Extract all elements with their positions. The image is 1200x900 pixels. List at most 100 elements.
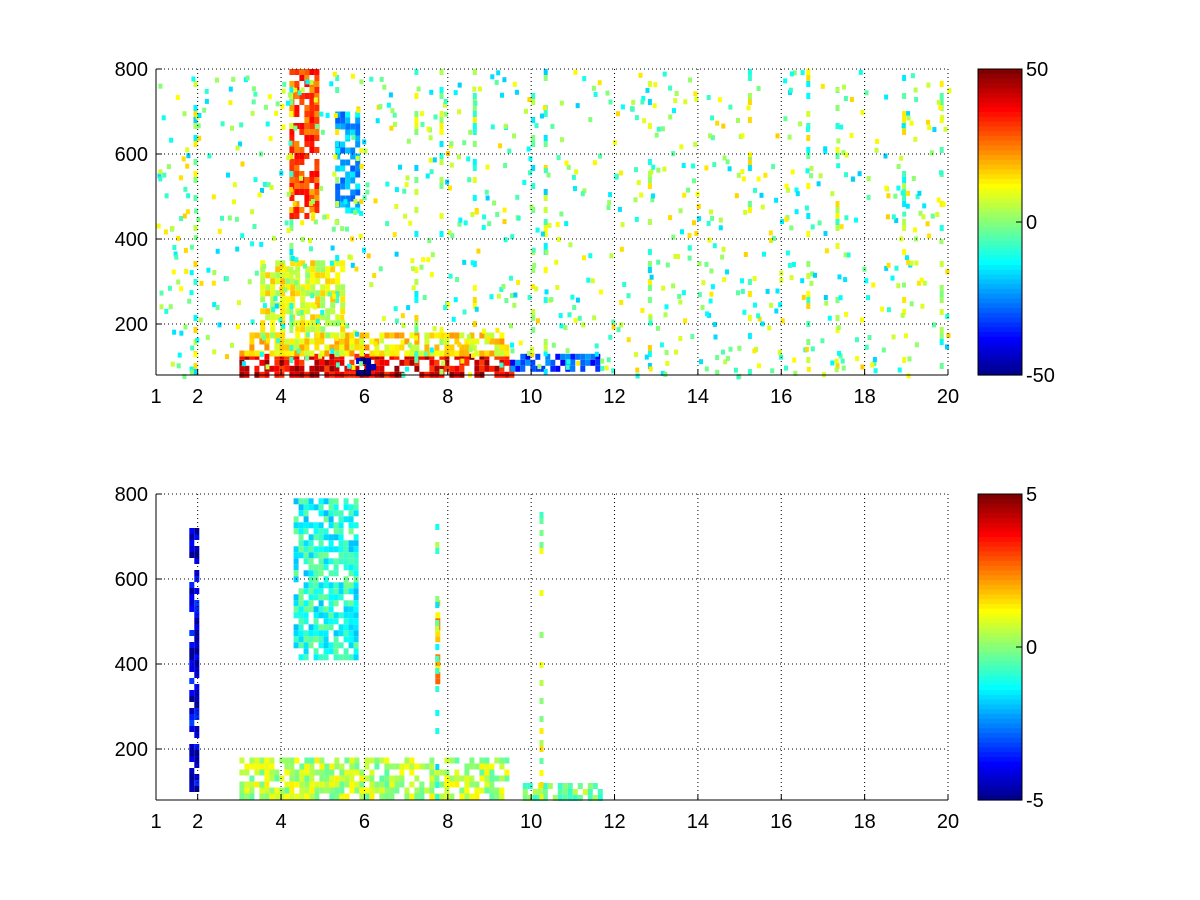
heat-cell xyxy=(374,344,380,351)
heat-cell xyxy=(379,365,385,372)
heat-cell xyxy=(279,793,285,800)
heat-streak xyxy=(747,69,752,75)
heat-cell xyxy=(532,795,538,801)
heat-cell xyxy=(284,769,290,776)
heat-speckle xyxy=(235,145,240,151)
heat-cell xyxy=(350,207,356,214)
heat-cell xyxy=(313,654,319,661)
heat-cell xyxy=(345,171,351,178)
heat-speckle xyxy=(656,325,660,331)
heat-streak xyxy=(902,129,907,135)
heat-cell xyxy=(308,624,314,631)
heat-speckle xyxy=(806,366,811,372)
heat-cell xyxy=(318,534,324,541)
heat-speckle xyxy=(866,295,870,301)
heat-cell xyxy=(340,284,346,291)
heat-cell xyxy=(323,546,329,553)
heat-speckle xyxy=(283,287,288,293)
heat-cell xyxy=(325,314,331,321)
colorbar-band xyxy=(978,355,1022,362)
heat-cell xyxy=(359,332,365,339)
heat-speckle xyxy=(774,308,779,314)
heat-cell xyxy=(444,353,450,360)
heat-speckle xyxy=(894,218,899,223)
heat-cell xyxy=(330,302,336,309)
heat-speckle xyxy=(834,367,839,373)
heat-speckle xyxy=(678,208,683,214)
heat-cell xyxy=(309,105,315,111)
heat-speckle xyxy=(896,164,901,169)
heat-cell xyxy=(334,781,340,788)
heat-cell xyxy=(329,787,335,794)
heat-speckle xyxy=(179,175,183,181)
heat-speckle xyxy=(411,266,415,272)
heat-speckle xyxy=(788,87,793,93)
heat-cell xyxy=(333,522,339,529)
heat-streak xyxy=(472,111,477,117)
heat-cell xyxy=(320,260,326,267)
heat-cell xyxy=(389,350,395,357)
heat-speckle xyxy=(487,221,492,227)
heat-cell xyxy=(294,769,300,776)
heat-cell xyxy=(527,795,533,801)
heat-speckle xyxy=(571,174,576,180)
heat-speckle xyxy=(176,279,181,285)
heat-speckle xyxy=(883,153,888,159)
heat-speckle xyxy=(212,349,217,355)
heat-speckle xyxy=(547,222,552,228)
heat-speckle xyxy=(161,115,166,121)
heat-cell xyxy=(298,588,304,595)
heat-cell xyxy=(489,775,495,782)
heat-cell xyxy=(354,763,360,770)
heat-speckle xyxy=(938,105,943,110)
heat-speckle xyxy=(551,342,556,348)
heat-speckle xyxy=(250,319,255,325)
heat-speckle xyxy=(619,322,624,328)
heat-speckle xyxy=(265,364,270,370)
heat-speckle xyxy=(385,221,390,227)
heat-speckle xyxy=(286,228,291,233)
heat-cell xyxy=(328,594,334,601)
heat-streak xyxy=(289,321,294,327)
heat-cell xyxy=(300,314,306,321)
heat-cell xyxy=(557,783,563,789)
heat-cell xyxy=(349,757,355,764)
heat-streak xyxy=(543,219,548,225)
heat-speckle xyxy=(476,248,481,254)
heat-streak xyxy=(647,351,652,357)
heat-cell xyxy=(359,787,365,794)
heat-cell xyxy=(474,350,480,357)
heat-cell xyxy=(323,630,329,637)
heat-cell xyxy=(489,793,495,800)
heat-streak xyxy=(539,512,544,518)
heat-cell xyxy=(359,338,365,345)
heat-cell xyxy=(429,365,435,372)
heat-streak xyxy=(806,297,811,303)
heat-speckle xyxy=(844,312,849,317)
heat-streak xyxy=(543,207,548,213)
heat-cell xyxy=(320,272,326,279)
heat-cell xyxy=(270,302,276,309)
colorbar-band xyxy=(978,747,1022,753)
heat-speckle xyxy=(481,328,486,334)
heat-speckle xyxy=(692,220,696,226)
heat-speckle xyxy=(474,306,479,312)
heat-speckle xyxy=(411,285,416,291)
heat-speckle xyxy=(441,360,446,366)
heat-cell xyxy=(542,789,548,795)
heat-speckle xyxy=(449,162,454,168)
heat-speckle xyxy=(710,284,715,290)
colorbar-band xyxy=(978,102,1022,108)
heat-cell xyxy=(309,117,315,123)
heat-speckle xyxy=(250,209,255,215)
colorbar-band xyxy=(978,83,1022,89)
heat-cell xyxy=(189,660,195,666)
heat-speckle xyxy=(375,118,380,124)
heat-speckle xyxy=(182,213,187,219)
heat-speckle xyxy=(672,108,676,114)
heat-speckle xyxy=(841,365,846,371)
heat-streak xyxy=(539,680,544,686)
colorbar-band xyxy=(978,556,1022,562)
heat-speckle xyxy=(640,99,645,105)
heat-speckle xyxy=(462,309,467,315)
